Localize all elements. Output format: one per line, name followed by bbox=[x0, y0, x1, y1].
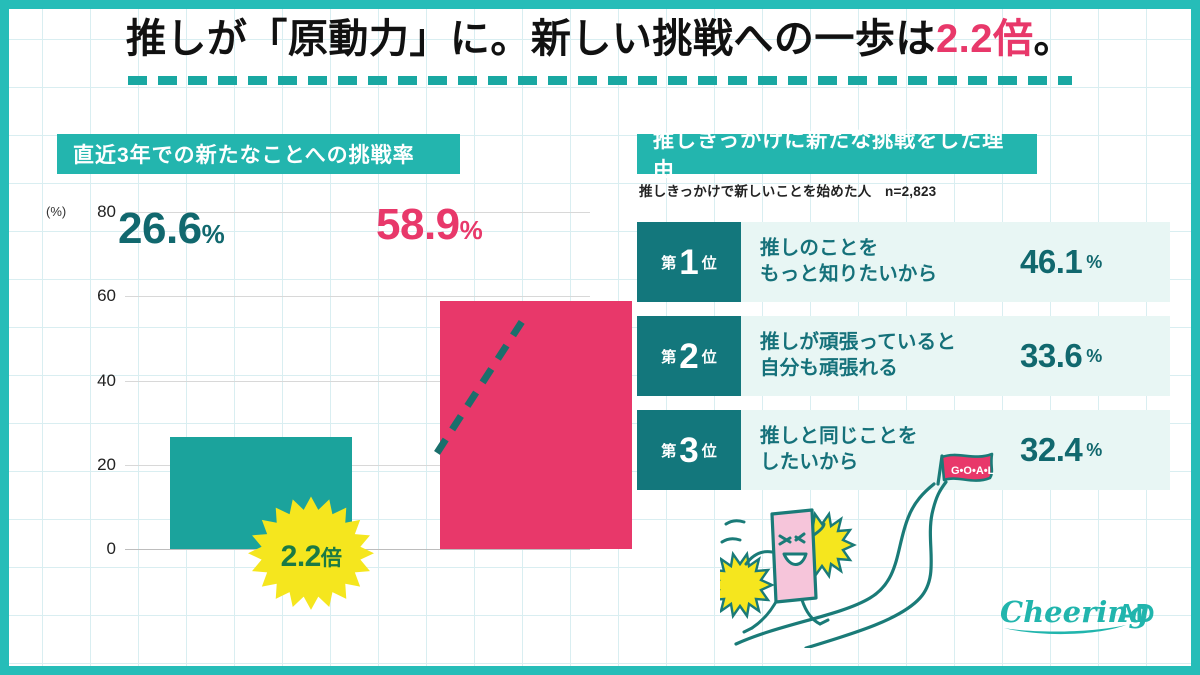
rank-row: 第 3 位 推しと同じことを したいから 32.4 % bbox=[637, 410, 1170, 490]
logo-swash bbox=[1004, 625, 1126, 635]
rank-value-3-number: 32.4 bbox=[1020, 431, 1083, 468]
y-tick-20: 20 bbox=[97, 455, 116, 474]
starburst-icon bbox=[248, 496, 374, 610]
value-label-no-oshi-unit: % bbox=[201, 219, 225, 249]
gridline-60 bbox=[125, 296, 590, 297]
rank-badge-2: 第 2 位 bbox=[637, 316, 741, 396]
value-label-has-oshi-unit: % bbox=[459, 215, 483, 245]
rank-badge-3: 第 3 位 bbox=[637, 410, 741, 490]
rank-reason-1: 推しのことを もっと知りたいから bbox=[741, 222, 1020, 302]
rank-value-1-number: 46.1 bbox=[1020, 243, 1083, 280]
rank-value-2: 33.6 % bbox=[1020, 316, 1170, 396]
rank-reason-2-line2: 自分も頑張れる bbox=[760, 357, 898, 379]
rank-value-2-number: 33.6 bbox=[1020, 337, 1083, 374]
rank-badge-1-prefix: 第 bbox=[661, 254, 677, 272]
goal-flag-icon bbox=[940, 452, 994, 482]
value-label-no-oshi-number: 26.6 bbox=[118, 204, 202, 253]
y-tick-40: 40 bbox=[97, 371, 116, 390]
bar-has-oshi bbox=[440, 300, 632, 549]
rank-badge-1: 第 1 位 bbox=[637, 222, 741, 302]
value-label-has-oshi: 58.9% bbox=[376, 200, 483, 250]
plot-region bbox=[125, 212, 632, 549]
title-highlight: 2.2倍 bbox=[935, 17, 1034, 61]
rank-badge-3-suffix: 位 bbox=[701, 442, 717, 460]
rank-row: 第 1 位 推しのことを もっと知りたいから 46.1 % bbox=[637, 222, 1170, 302]
rank-badge-3-prefix: 第 bbox=[661, 442, 677, 460]
rank-value-1: 46.1 % bbox=[1020, 222, 1170, 302]
gridline-20 bbox=[125, 465, 590, 466]
right-panel-heading: 推しきっかけに新たな挑戦をした理由 bbox=[637, 129, 1037, 182]
rank-badge-2-number: 2 bbox=[679, 336, 699, 376]
logo-bold-text: AD bbox=[1117, 598, 1155, 628]
gridline-80 bbox=[125, 212, 590, 213]
y-tick-80: 80 bbox=[97, 202, 116, 221]
rank-reason-1-line1: 推しのことを bbox=[760, 237, 879, 260]
rank-badge-2-prefix: 第 bbox=[661, 348, 677, 366]
left-panel-heading: 直近3年での新たなことへの挑戦率 bbox=[57, 134, 460, 174]
rank-value-2-unit: % bbox=[1086, 345, 1102, 366]
rank-value-1-unit: % bbox=[1086, 251, 1102, 272]
rank-value-3-unit: % bbox=[1086, 439, 1102, 460]
header: 推しが「原動力」に。新しい挑戦への一歩は2.2倍。 bbox=[0, 16, 1200, 85]
title-text-after: 。 bbox=[1033, 17, 1075, 61]
goal-flag-label: G•O•A•L bbox=[951, 465, 995, 477]
rank-reason-2-line1: 推しが頑張っていると bbox=[760, 331, 957, 354]
title-text-before: 推しが「原動力」に。新しい挑戦への一歩は bbox=[125, 17, 936, 61]
multiplier-value: 2.2 bbox=[280, 540, 322, 573]
title-dashed-underline bbox=[128, 76, 1072, 85]
rank-reason-1-line2: もっと知りたいから bbox=[760, 263, 938, 285]
rank-value-3: 32.4 % bbox=[1020, 410, 1170, 490]
bar-chart: (%) 80 60 40 20 0 26.6% 58.9% 2.2 倍 bbox=[40, 196, 632, 636]
gridline-40 bbox=[125, 381, 590, 382]
pompom-left-icon bbox=[720, 550, 775, 620]
y-tick-0: 0 bbox=[106, 539, 116, 558]
rank-badge-2-suffix: 位 bbox=[701, 348, 717, 366]
rank-reason-3: 推しと同じことを したいから bbox=[741, 410, 1020, 490]
logo-script-text: Cheering bbox=[1000, 595, 1149, 629]
value-label-no-oshi: 26.6% bbox=[118, 204, 225, 254]
y-tick-60: 60 bbox=[97, 286, 116, 305]
rank-reason-3-line2: したいから bbox=[760, 451, 859, 473]
right-panel-heading-label: 推しきっかけに新たな挑戦をした理由 bbox=[653, 129, 1005, 182]
right-panel-subtitle: 推しきっかけで新しいことを始めた人 n=2,823 bbox=[639, 184, 937, 199]
rank-reason-3-line1: 推しと同じことを bbox=[760, 425, 918, 448]
cheering-mascot-illustration: G•O•A•L bbox=[720, 452, 995, 648]
rank-badge-1-number: 1 bbox=[679, 242, 699, 282]
multiplier-badge-label: 2.2 倍 bbox=[248, 494, 374, 620]
page-title: 推しが「原動力」に。新しい挑戦への一歩は2.2倍。 bbox=[0, 16, 1200, 62]
value-label-has-oshi-number: 58.9 bbox=[376, 200, 460, 249]
rank-row: 第 2 位 推しが頑張っていると 自分も頑張れる 33.6 % bbox=[637, 316, 1170, 396]
left-panel-heading-label: 直近3年での新たなことへの挑戦率 bbox=[73, 144, 415, 167]
mascot-mouth bbox=[782, 552, 808, 566]
y-axis-unit: (%) bbox=[46, 204, 67, 219]
cheering-ad-logo: Cheering AD bbox=[1000, 595, 1155, 635]
rank-reason-2: 推しが頑張っていると 自分も頑張れる bbox=[741, 316, 1020, 396]
multiplier-suffix: 倍 bbox=[320, 547, 342, 570]
rank-badge-1-suffix: 位 bbox=[701, 254, 717, 272]
rank-badge-3-number: 3 bbox=[679, 430, 699, 470]
